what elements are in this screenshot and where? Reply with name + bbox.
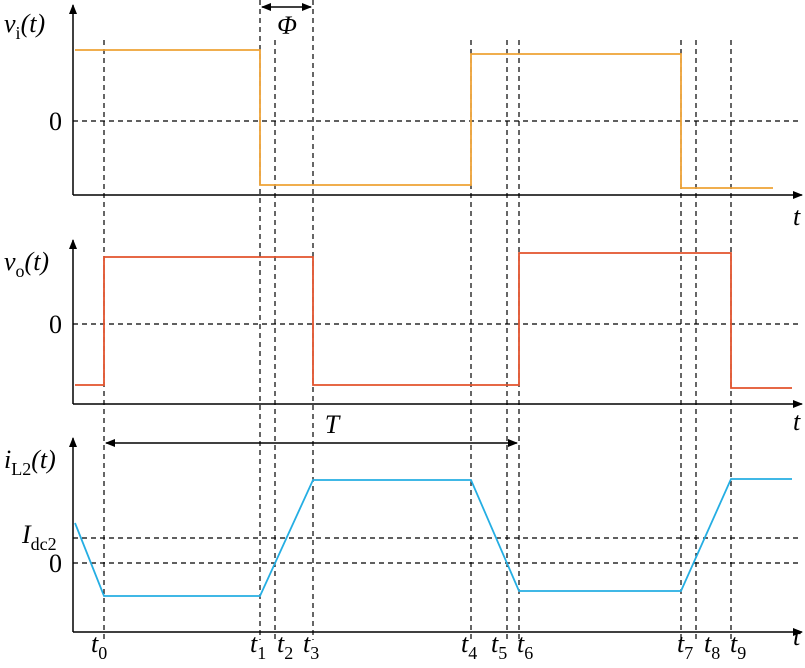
subscript: 1 [257,643,266,663]
time-label: t8 [704,629,720,663]
time-label: t0 [91,629,107,663]
symbol: t [277,629,285,658]
phase-label: Φ [277,11,297,40]
subscript: 5 [498,643,507,663]
symbol: v [4,247,16,276]
subscript: 2 [284,643,293,663]
symbol: I [21,520,32,549]
waveforms [74,49,792,597]
axis-label: vo(t) [4,247,49,281]
axis-label: vi(t) [4,9,45,43]
time-label: t9 [730,629,746,663]
time-label: t3 [303,629,319,663]
symbol: t [730,629,738,658]
level-label: Idc2 [21,520,57,554]
time-label: t4 [461,629,477,663]
subscript: L2 [11,459,31,479]
axis-label: iL2(t) [4,445,56,479]
argument: (t) [21,9,46,38]
subscript: dc2 [31,534,57,554]
symbol: t [250,629,258,658]
subscript: 6 [524,643,533,663]
vo-waveform [75,252,792,389]
zero-label: 0 [49,107,62,136]
subscript: 7 [684,643,693,663]
reference-lines [73,0,800,640]
symbol: t [677,629,685,658]
subscript: 4 [468,643,477,663]
zero-label: 0 [49,310,62,339]
symbol: t [517,629,525,658]
time-axis-label: t [793,407,801,436]
symbol: v [4,9,16,38]
time-axis-label: t [793,622,801,651]
time-label: t2 [277,629,293,663]
symbol: t [303,629,311,658]
time-axis-label: t [793,202,801,231]
subscript: 8 [711,643,720,663]
zero-label: 0 [49,549,62,578]
subscript: i [16,23,21,43]
symbol: t [704,629,712,658]
argument: (t) [31,445,56,474]
subscript: 9 [737,643,746,663]
symbol: i [4,445,11,474]
time-label: t5 [491,629,507,663]
time-label: t7 [677,629,693,663]
subscript: 3 [310,643,319,663]
subscript: o [16,261,25,281]
argument: (t) [25,247,50,276]
vi-waveform [75,49,773,189]
symbol: t [491,629,499,658]
time-label: t6 [517,629,533,663]
symbol: t [91,629,99,658]
period-label: T [325,410,341,439]
subscript: 0 [98,643,107,663]
symbol: t [461,629,469,658]
il2-waveform [74,478,792,597]
time-label: t1 [250,629,266,663]
